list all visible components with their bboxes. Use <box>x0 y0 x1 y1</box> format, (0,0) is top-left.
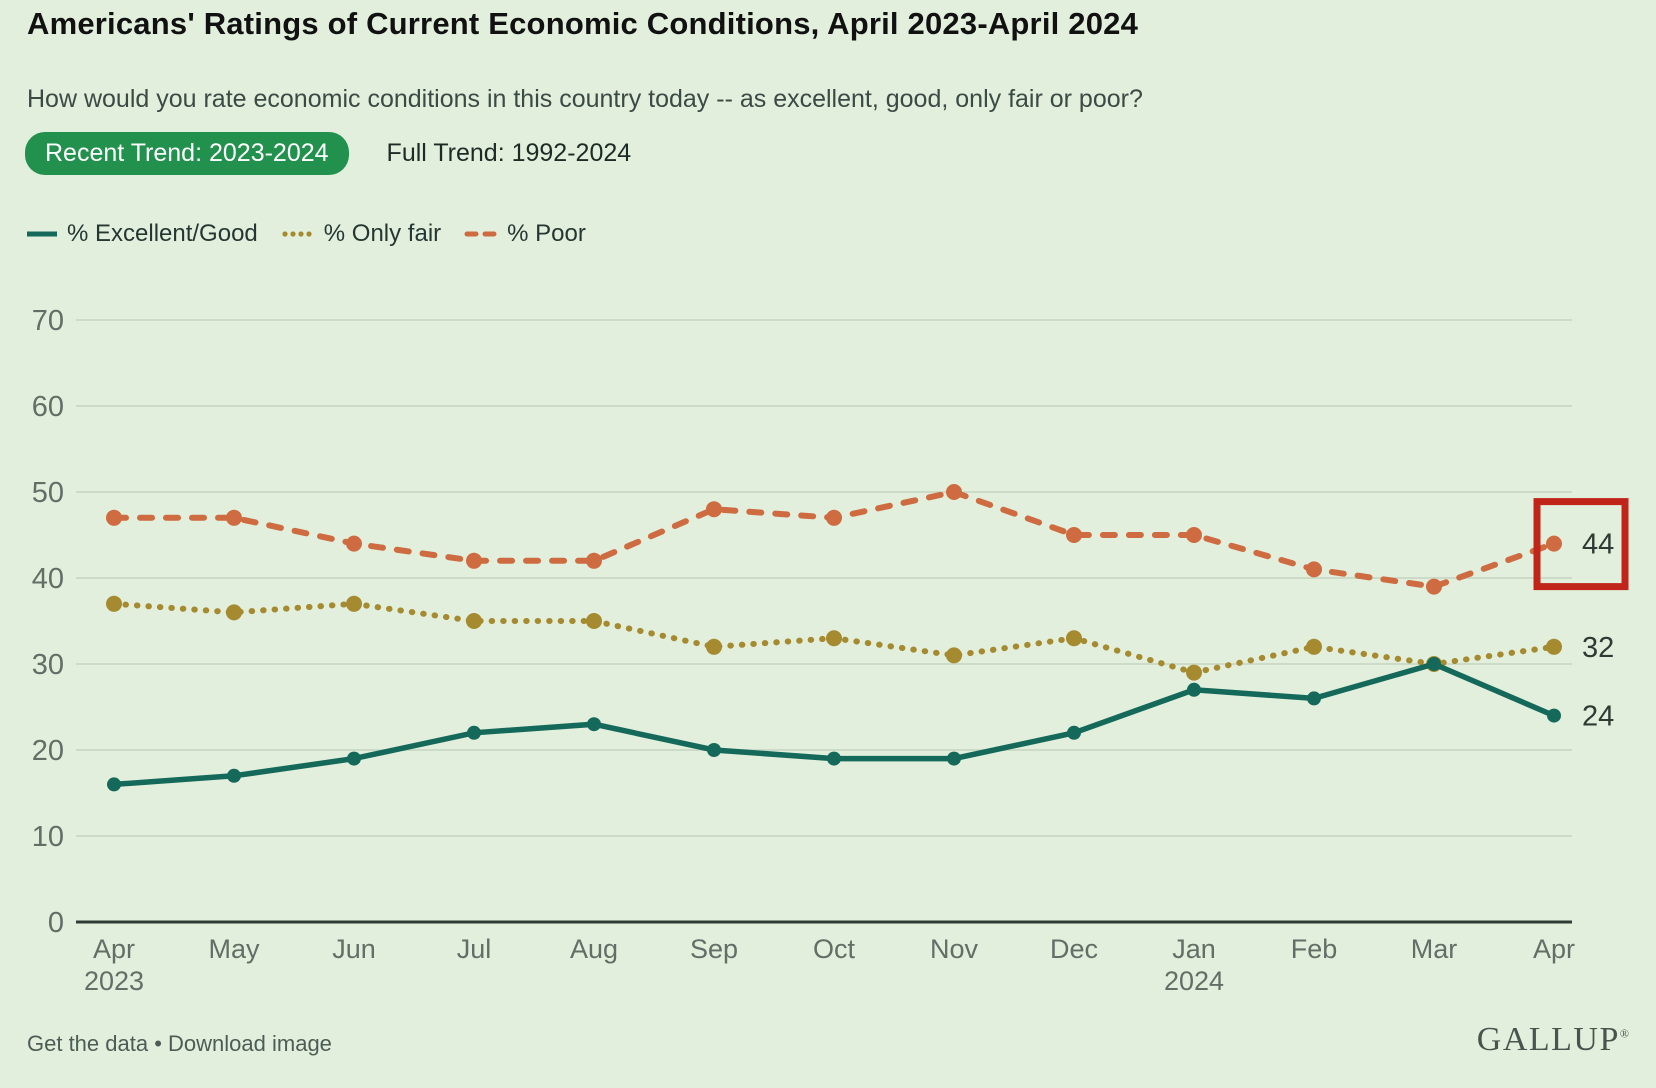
svg-text:Dec: Dec <box>1050 934 1098 964</box>
svg-text:40: 40 <box>32 563 64 595</box>
svg-text:50: 50 <box>32 477 64 509</box>
svg-text:32: 32 <box>1582 632 1614 664</box>
survey-question-subtitle: How would you rate economic conditions i… <box>27 85 1143 113</box>
gallup-logo: GALLUP® <box>1476 1021 1629 1058</box>
svg-text:20: 20 <box>32 735 64 767</box>
legend-item-excellent-good: % Excellent/Good <box>25 220 258 248</box>
svg-text:Nov: Nov <box>930 934 979 964</box>
svg-text:Feb: Feb <box>1291 934 1338 964</box>
svg-text:24: 24 <box>1582 701 1614 733</box>
trend-tabs: Recent Trend: 2023-2024 Full Trend: 1992… <box>25 132 631 175</box>
legend-item-only-fair: % Only fair <box>280 220 441 248</box>
legend-label: % Poor <box>507 220 586 247</box>
svg-text:10: 10 <box>32 821 64 853</box>
legend-label: % Only fair <box>323 220 442 247</box>
tab-full-trend[interactable]: Full Trend: 1992-2024 <box>386 139 632 167</box>
legend-item-poor: % Poor <box>463 220 586 248</box>
tab-recent-trend[interactable]: Recent Trend: 2023-2024 <box>25 132 349 175</box>
svg-text:Jun: Jun <box>332 934 376 964</box>
svg-text:70: 70 <box>32 305 64 337</box>
svg-text:May: May <box>208 934 260 964</box>
svg-text:Mar: Mar <box>1411 934 1458 964</box>
legend-label: % Excellent/Good <box>67 220 258 247</box>
svg-text:30: 30 <box>32 649 64 681</box>
svg-text:2023: 2023 <box>84 966 144 996</box>
get-the-data-link[interactable]: Get the data <box>27 1031 149 1056</box>
svg-text:Jul: Jul <box>457 934 492 964</box>
svg-text:Aug: Aug <box>570 934 618 964</box>
svg-text:Sep: Sep <box>690 934 738 964</box>
svg-text:Jan: Jan <box>1172 934 1216 964</box>
footer-links: Get the data • Download image <box>27 1031 332 1057</box>
footer: Get the data • Download image GALLUP® <box>27 1023 1629 1057</box>
chart-legend: % Excellent/Good % Only fair % Poor <box>25 220 586 248</box>
solid-line-swatch-icon <box>27 231 57 237</box>
svg-text:Apr: Apr <box>1533 934 1575 964</box>
svg-text:2024: 2024 <box>1164 966 1224 996</box>
dotted-line-swatch-icon <box>282 231 312 237</box>
footer-separator: • <box>154 1031 162 1056</box>
svg-text:Oct: Oct <box>813 934 856 964</box>
svg-text:60: 60 <box>32 391 64 423</box>
svg-text:44: 44 <box>1582 529 1614 561</box>
page-title: Americans' Ratings of Current Economic C… <box>27 6 1139 41</box>
dashed-line-swatch-icon <box>464 231 497 237</box>
download-image-link[interactable]: Download image <box>168 1031 332 1056</box>
svg-text:Apr: Apr <box>93 934 135 964</box>
registered-mark: ® <box>1619 1026 1629 1041</box>
svg-text:0: 0 <box>48 907 64 939</box>
